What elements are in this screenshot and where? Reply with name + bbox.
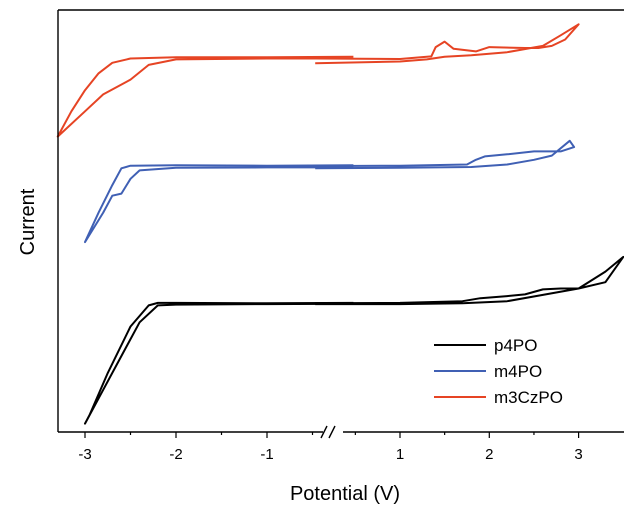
x-tick-label: 2: [485, 446, 493, 463]
axis-break-mark: [328, 425, 336, 439]
y-axis-title: Current: [17, 188, 39, 255]
series-line-m3czpo: [315, 23, 580, 65]
x-axis-ticks: -3 -2 -1 1 2 3: [78, 432, 583, 463]
series-line-p4po: [315, 255, 624, 306]
x-tick-label: -3: [78, 446, 91, 463]
axis-break-mark: [320, 425, 328, 439]
series-line-p4po: [84, 301, 354, 425]
legend-label: m4PO: [494, 362, 542, 381]
axes: [57, 9, 624, 439]
x-tick-label: 1: [396, 446, 404, 463]
legend-label: p4PO: [494, 336, 537, 355]
series-line-m4po: [315, 139, 576, 170]
series-line-m3czpo: [56, 55, 354, 138]
x-tick-label: 3: [574, 446, 582, 463]
legend-label: m3CzPO: [494, 388, 563, 407]
x-tick-label: -1: [260, 446, 273, 463]
series-line-m4po: [84, 164, 354, 244]
plot-series: [56, 23, 624, 425]
legend: p4PO m4PO m3CzPO: [434, 336, 563, 407]
x-axis-title: Potential (V): [290, 483, 400, 505]
x-tick-label: -2: [169, 446, 182, 463]
